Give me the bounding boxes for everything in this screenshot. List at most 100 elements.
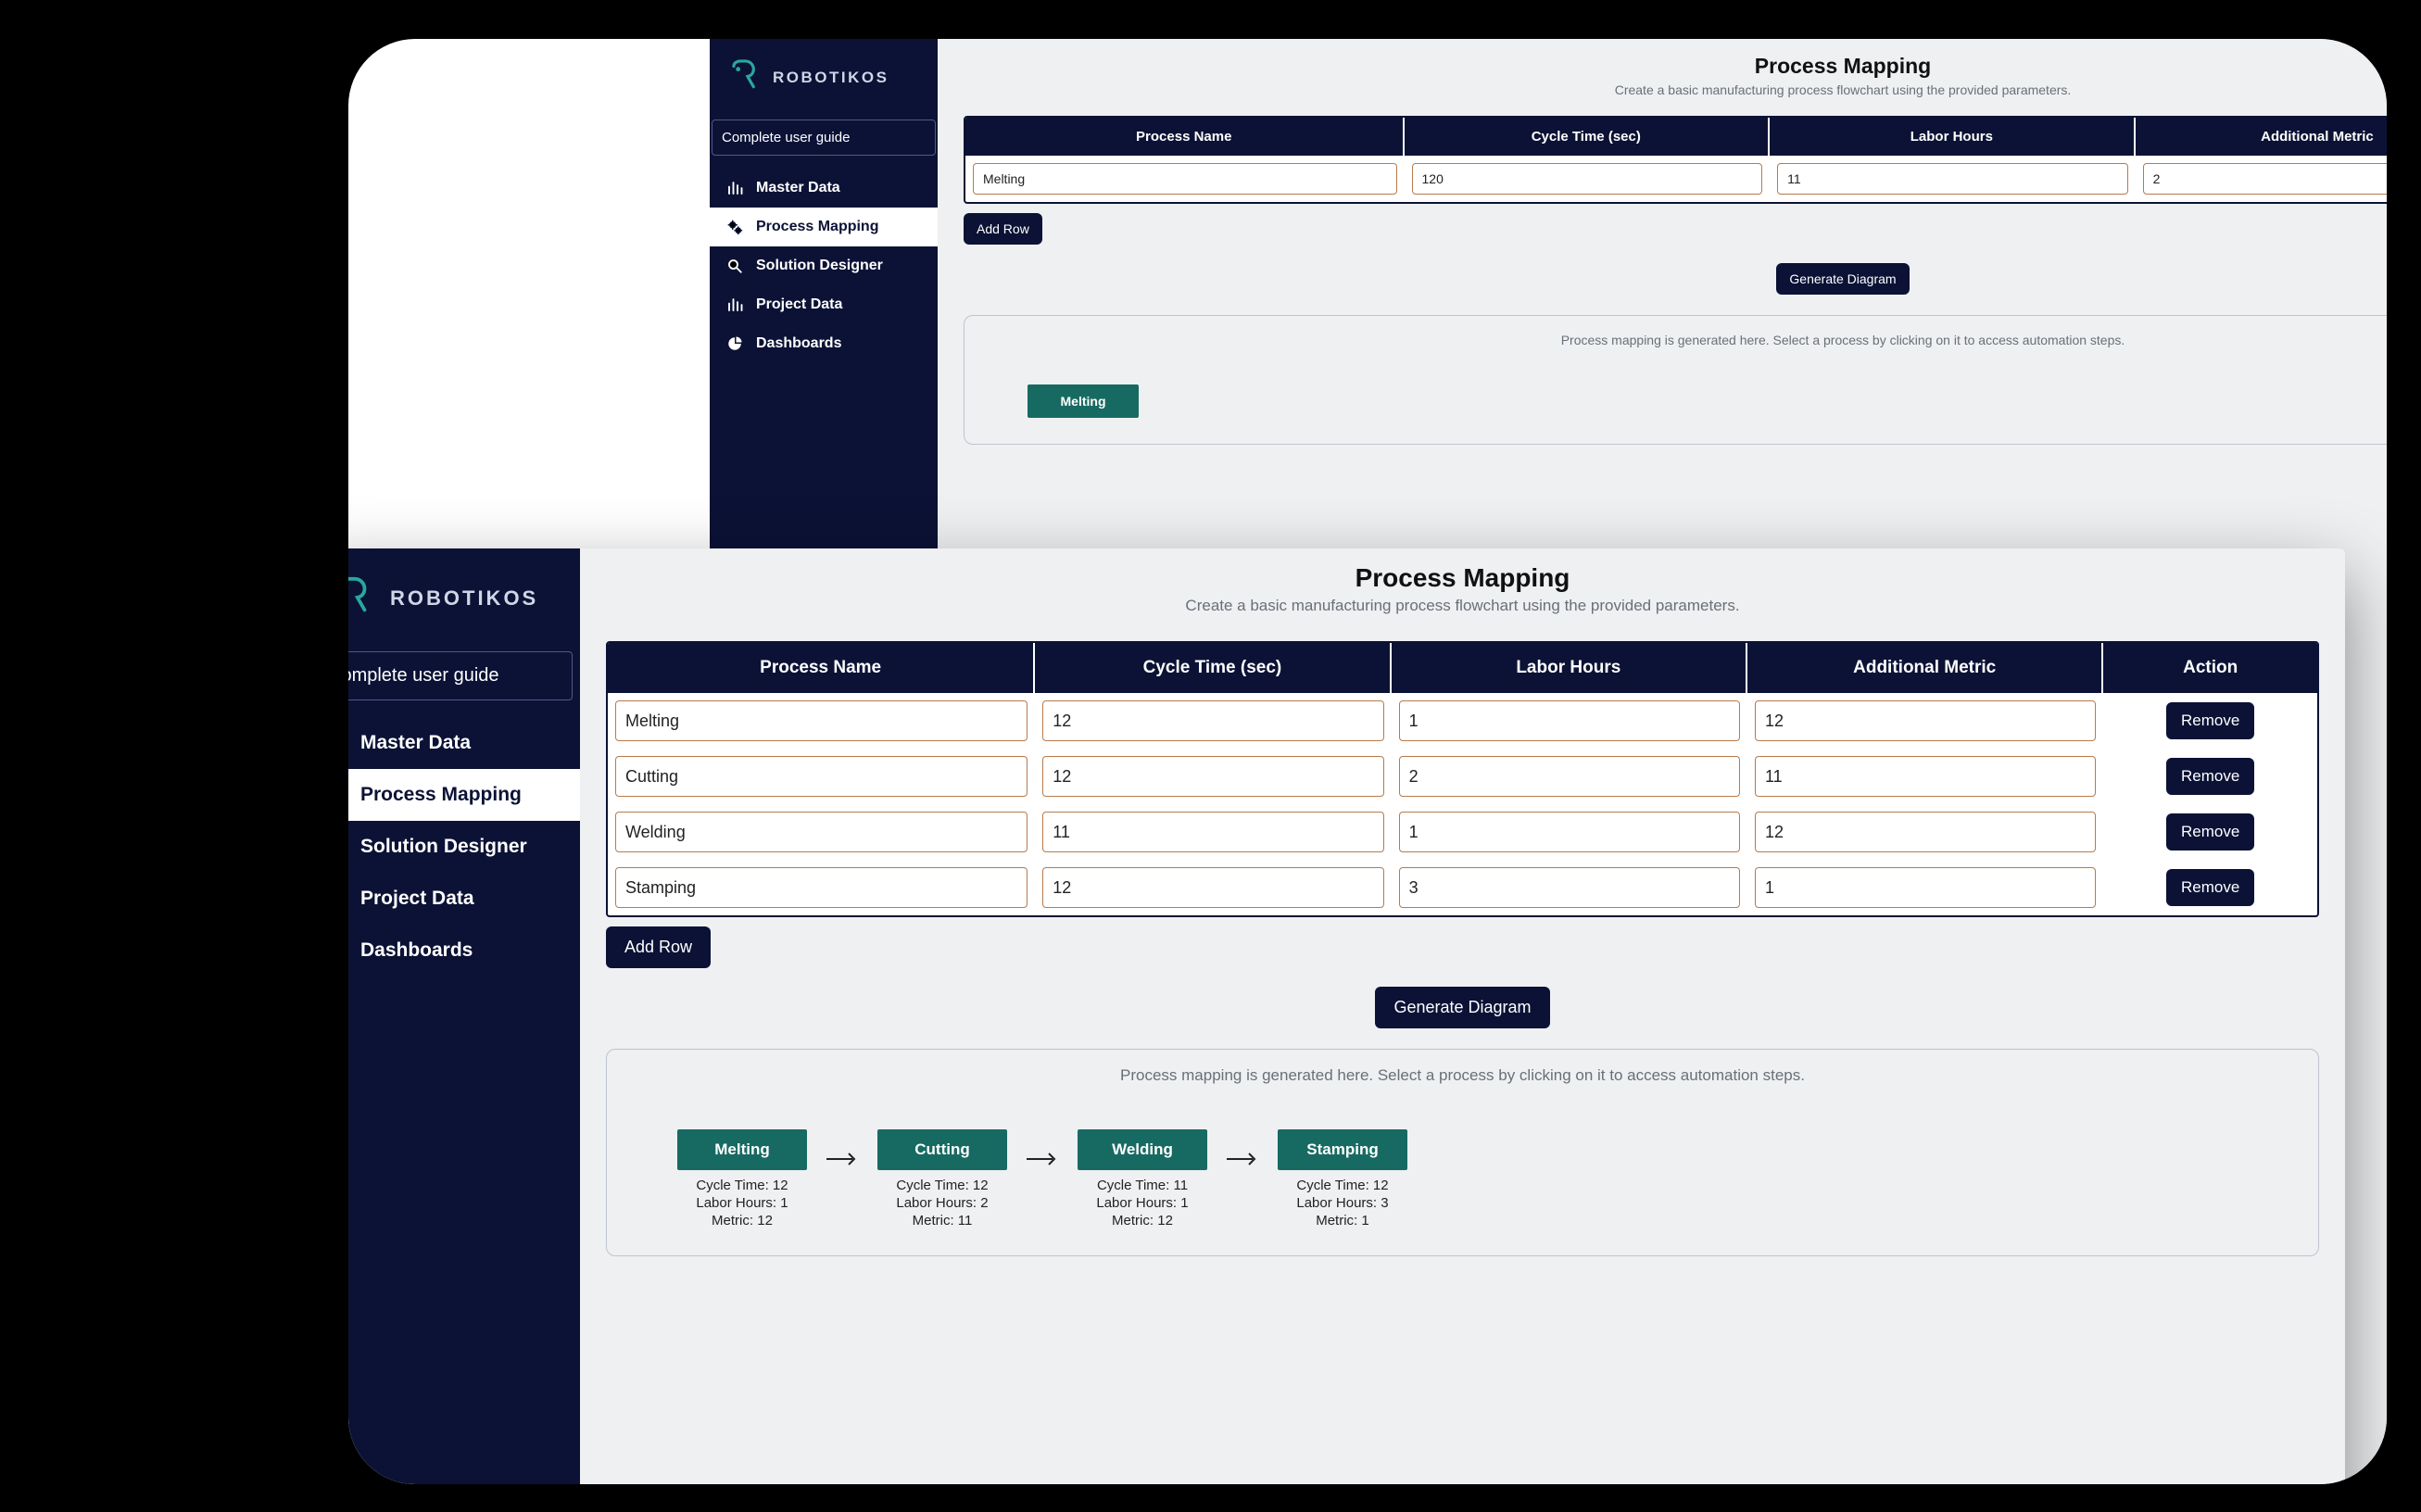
- sidebar-item-master-data[interactable]: Master Data: [710, 169, 938, 208]
- brand: ROBOTIKOS: [348, 548, 580, 646]
- table-header: Process Name Cycle Time (sec) Labor Hour…: [965, 118, 2387, 156]
- process-flow: Melting Cycle Time: 12 Labor Hours: 1 Me…: [624, 1129, 2301, 1229]
- sidebar-item-label: Master Data: [756, 180, 840, 196]
- sidebar-item-label: Master Data: [360, 732, 471, 754]
- add-row-button[interactable]: Add Row: [606, 926, 711, 968]
- sidebar-item-label: Solution Designer: [756, 258, 883, 274]
- process-table: Process Name Cycle Time (sec) Labor Hour…: [964, 116, 2387, 204]
- flow-node-meta: Cycle Time: 11 Labor Hours: 1 Metric: 12: [1096, 1178, 1188, 1229]
- remove-row-button[interactable]: Remove: [2166, 813, 2254, 850]
- user-guide-button[interactable]: Complete user guide: [712, 120, 936, 156]
- arrow-right-icon: [1026, 1139, 1059, 1179]
- bars-icon: [723, 180, 747, 196]
- col-labor-hours: Labor Hours: [1392, 643, 1747, 693]
- sidebar-item-label: Dashboards: [360, 939, 473, 962]
- user-guide-button[interactable]: Complete user guide: [348, 651, 573, 700]
- cycle-time-input[interactable]: [1042, 867, 1383, 908]
- cycle-time-input[interactable]: [1412, 163, 1763, 195]
- additional-metric-input[interactable]: [1755, 700, 2096, 741]
- col-labor-hours: Labor Hours: [1770, 118, 2136, 156]
- app-window-front: ROBOTIKOS Complete user guide Master Dat…: [348, 548, 2345, 1484]
- additional-metric-input[interactable]: [1755, 756, 2096, 797]
- sidebar-item-label: Process Mapping: [756, 219, 878, 235]
- table-row: Remove: [608, 749, 2317, 804]
- col-additional-metric: Additional Metric: [2136, 118, 2387, 156]
- sidebar-item-master-data[interactable]: Master Data: [348, 717, 580, 769]
- additional-metric-input[interactable]: [1755, 812, 2096, 852]
- process-name-input[interactable]: [973, 163, 1397, 195]
- remove-row-button[interactable]: Remove: [2166, 758, 2254, 795]
- remove-row-button[interactable]: Remove: [2166, 702, 2254, 739]
- generate-diagram-button[interactable]: Generate Diagram: [1375, 987, 1549, 1028]
- brand-name: ROBOTIKOS: [390, 586, 538, 611]
- sidebar-item-dashboards[interactable]: Dashboards: [710, 324, 938, 363]
- bars-icon: [723, 296, 747, 313]
- arrow-right-icon: [1226, 1139, 1259, 1179]
- process-flow: Melting: [981, 384, 2387, 418]
- col-process-name: Process Name: [965, 118, 1405, 156]
- process-name-input[interactable]: [615, 867, 1028, 908]
- add-row-button[interactable]: Add Row: [964, 213, 1042, 245]
- diagram-hint: Process mapping is generated here. Selec…: [981, 333, 2387, 347]
- flow-node[interactable]: Stamping: [1278, 1129, 1407, 1170]
- labor-hours-input[interactable]: [1399, 867, 1740, 908]
- flow-node[interactable]: Melting: [677, 1129, 807, 1170]
- cycle-time-input[interactable]: [1042, 700, 1383, 741]
- diagram-panel: Process mapping is generated here. Selec…: [964, 315, 2387, 445]
- sidebar-item-project-data[interactable]: Project Data: [348, 873, 580, 925]
- sidebar-item-process-mapping[interactable]: Process Mapping: [710, 208, 938, 246]
- sidebar-item-solution-designer[interactable]: Solution Designer: [710, 246, 938, 285]
- main-content: Process Mapping Create a basic manufactu…: [580, 548, 2345, 1484]
- col-cycle-time: Cycle Time (sec): [1405, 118, 1771, 156]
- remove-row-button[interactable]: Remove: [2166, 869, 2254, 906]
- flow-node[interactable]: Melting: [1028, 384, 1139, 418]
- process-table: Process Name Cycle Time (sec) Labor Hour…: [606, 641, 2319, 917]
- flow-node[interactable]: Cutting: [877, 1129, 1007, 1170]
- labor-hours-input[interactable]: [1399, 812, 1740, 852]
- table-row: Remove: [965, 156, 2387, 202]
- cycle-time-input[interactable]: [1042, 756, 1383, 797]
- sidebar-item-project-data[interactable]: Project Data: [710, 285, 938, 324]
- flow-node-meta: Cycle Time: 12 Labor Hours: 1 Metric: 12: [696, 1178, 788, 1229]
- diagram-panel: Process mapping is generated here. Selec…: [606, 1049, 2319, 1256]
- labor-hours-input[interactable]: [1777, 163, 2128, 195]
- sidebar-item-solution-designer[interactable]: Solution Designer: [348, 821, 580, 873]
- col-additional-metric: Additional Metric: [1747, 643, 2103, 693]
- sidebar-item-process-mapping[interactable]: Process Mapping: [348, 769, 580, 821]
- additional-metric-input[interactable]: [1755, 867, 2096, 908]
- table-row: Remove: [608, 804, 2317, 860]
- sidebar: ROBOTIKOS Complete user guide Master Dat…: [348, 548, 580, 1484]
- brand: ROBOTIKOS: [710, 39, 938, 116]
- table-row: Remove: [608, 860, 2317, 915]
- search-icon: [723, 258, 747, 274]
- cycle-time-input[interactable]: [1042, 812, 1383, 852]
- generate-diagram-button[interactable]: Generate Diagram: [1776, 263, 1909, 295]
- nav: Master Data Process Mapping Solution Des…: [710, 169, 938, 363]
- nav: Master Data Process Mapping Solution Des…: [348, 717, 580, 976]
- additional-metric-input[interactable]: [2143, 163, 2387, 195]
- labor-hours-input[interactable]: [1399, 756, 1740, 797]
- page-title: Process Mapping: [964, 54, 2387, 79]
- process-name-input[interactable]: [615, 700, 1028, 741]
- sidebar-item-label: Process Mapping: [360, 784, 522, 806]
- page-subtitle: Create a basic manufacturing process flo…: [606, 597, 2319, 615]
- diagram-hint: Process mapping is generated here. Selec…: [624, 1066, 2301, 1085]
- process-name-input[interactable]: [615, 812, 1028, 852]
- brand-name: ROBOTIKOS: [773, 69, 889, 87]
- sidebar-item-dashboards[interactable]: Dashboards: [348, 925, 580, 976]
- page-title: Process Mapping: [606, 563, 2319, 593]
- process-name-input[interactable]: [615, 756, 1028, 797]
- logo-icon: [348, 574, 377, 622]
- sidebar-item-label: Solution Designer: [360, 836, 527, 858]
- col-action: Action: [2103, 643, 2317, 693]
- sidebar-item-label: Dashboards: [756, 335, 841, 352]
- labor-hours-input[interactable]: [1399, 700, 1740, 741]
- table-header: Process Name Cycle Time (sec) Labor Hour…: [608, 643, 2317, 693]
- col-process-name: Process Name: [608, 643, 1035, 693]
- sidebar-item-label: Project Data: [756, 296, 842, 313]
- flow-node-meta: Cycle Time: 12 Labor Hours: 3 Metric: 1: [1296, 1178, 1388, 1229]
- page-subtitle: Create a basic manufacturing process flo…: [964, 82, 2387, 97]
- flow-node[interactable]: Welding: [1078, 1129, 1207, 1170]
- sidebar-item-label: Project Data: [360, 888, 474, 910]
- logo-icon: [725, 57, 763, 97]
